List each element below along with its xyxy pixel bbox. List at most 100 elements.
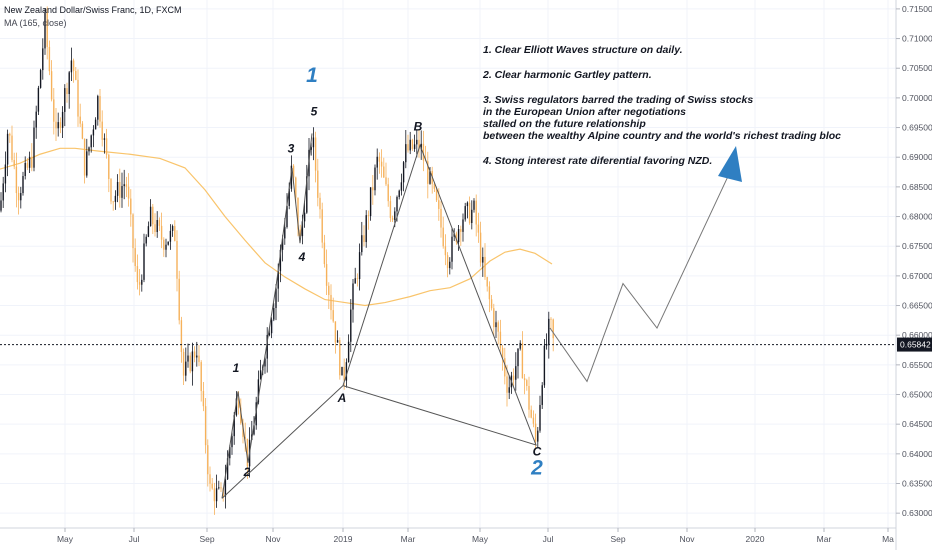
candle-body (46, 12, 48, 47)
wave-point-label: B (414, 120, 423, 134)
candle-body (471, 209, 473, 224)
candle-body (97, 96, 99, 120)
candle-body (433, 183, 436, 189)
candle-body (427, 161, 429, 184)
candle-body (396, 197, 398, 212)
candle-body (455, 233, 458, 243)
candle-body (541, 385, 543, 405)
candle-body (400, 182, 403, 191)
note-3-line-3: stalled on the future relationship (483, 118, 646, 130)
candle-body (145, 236, 147, 244)
candle-body (552, 319, 554, 339)
candle-body (259, 370, 262, 380)
candle-body (405, 144, 407, 163)
chart-legend: New Zealand Dollar/Swiss Franc, 1D, FXCM… (4, 4, 182, 30)
wave-point-label: 5 (311, 105, 318, 119)
candle-body (174, 226, 176, 242)
candle-body (537, 430, 539, 442)
y-tick-label: 0.71000 (902, 34, 932, 44)
x-tick-label: 2019 (334, 534, 353, 544)
candle-body (319, 197, 321, 210)
candle-body (94, 119, 97, 130)
candle-body (198, 355, 200, 363)
x-tick-label: Mar (401, 534, 416, 544)
indicator-label[interactable]: MA (165, close) (4, 18, 67, 28)
candle-body (281, 238, 284, 250)
candle-body (519, 342, 521, 349)
candle-body (343, 366, 345, 381)
candle-body (160, 225, 163, 240)
candle-body (53, 99, 55, 122)
candle-body (323, 242, 326, 265)
candle-body (204, 406, 207, 446)
candle-body (486, 277, 488, 287)
candle-body (279, 249, 282, 272)
candle-body (136, 266, 139, 283)
candle-body (363, 235, 365, 243)
candle-body (31, 156, 33, 168)
candle-body (141, 279, 143, 285)
candle-body (473, 200, 475, 210)
candle-body (20, 193, 22, 201)
candle-body (545, 344, 548, 346)
time-axis[interactable]: May Jul Sep Nov 2019 Mar May Jul Sep Nov 2020 Mar Ma (0, 527, 896, 544)
candle-body (389, 201, 392, 219)
candle-body (167, 241, 169, 245)
y-tick-label: 0.68000 (902, 212, 932, 222)
candle-body (253, 425, 255, 435)
note-4: 4. Stong interest rate diferential favor… (483, 155, 713, 167)
candle-body (0, 200, 2, 211)
y-tick-label: 0.69500 (902, 123, 932, 133)
candle-body (33, 127, 35, 168)
candle-body (24, 162, 26, 177)
candle-body (70, 60, 73, 73)
candle-body (28, 156, 31, 168)
candle-body (79, 116, 81, 124)
candle-body (152, 206, 154, 225)
candle-body (418, 139, 420, 150)
candle-body (270, 319, 273, 334)
candle-body (521, 342, 524, 379)
candle-body (180, 320, 183, 352)
ma-165-line (0, 147, 553, 307)
candle-body (158, 220, 161, 226)
candle-body (268, 333, 271, 335)
candle-body (515, 366, 517, 380)
candle-body (275, 288, 277, 309)
candle-body (112, 201, 114, 203)
candle-body (317, 170, 319, 198)
candle-body (387, 184, 389, 202)
candlestick-series (0, 6, 554, 515)
candle-body (213, 488, 216, 502)
candle-body (240, 407, 242, 424)
candle-body (92, 129, 95, 136)
candle-body (435, 188, 438, 201)
candle-body (244, 436, 246, 439)
candle-body (328, 285, 330, 295)
candle-body (548, 318, 550, 345)
candle-body (64, 88, 66, 112)
candle-body (215, 488, 218, 502)
candle-body (295, 177, 297, 198)
candle-body (413, 144, 416, 149)
candle-body (372, 187, 374, 191)
candle-body (301, 221, 304, 237)
candle-body (55, 121, 57, 129)
candle-body (83, 138, 86, 176)
candle-body (532, 417, 535, 424)
symbol-title[interactable]: New Zealand Dollar/Swiss Franc, 1D, FXCM (4, 5, 182, 15)
candle-body (530, 409, 532, 418)
candle-body (411, 139, 414, 149)
candle-body (101, 121, 103, 140)
candle-body (497, 322, 499, 332)
y-tick-label: 0.68500 (902, 182, 932, 192)
candle-body (127, 186, 130, 199)
candle-body (114, 195, 117, 202)
wave-point-label: A (337, 391, 347, 405)
candle-body (334, 321, 337, 343)
candle-body (526, 380, 528, 386)
candle-body (488, 286, 491, 300)
candle-body (330, 294, 332, 311)
price-axis[interactable]: 0.71500 0.71000 0.70500 0.70000 0.69500 0.690… (895, 0, 932, 550)
